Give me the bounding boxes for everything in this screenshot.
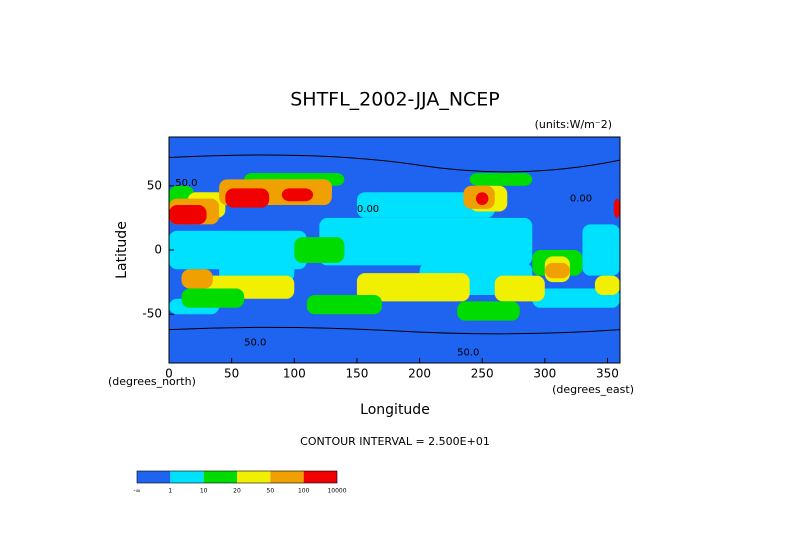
colorbar-box [137,471,171,483]
y-tick-label: 0 [154,243,162,257]
field-region [532,288,620,308]
colorbar-frame [136,470,338,484]
x-tick-label: 350 [596,367,619,381]
field-region [169,327,620,363]
colorbar-label: 20 [233,488,241,495]
field-region [469,172,533,186]
field-region [294,237,345,263]
y-axis-label: Latitude [114,221,130,279]
title: SHTFL_2002-JJA_NCEP [290,89,500,111]
contour-label: 0.00 [357,204,379,215]
field-region [356,273,470,302]
field-region [219,250,295,283]
x-tick-label: 0 [165,367,173,381]
contour-line [169,154,620,173]
field-region [594,275,620,295]
field-region [356,192,495,218]
x-tick-label: 250 [471,367,494,381]
map-field [169,137,620,363]
field-region [544,262,570,279]
field-region [319,217,533,266]
field-region [181,288,245,308]
contour-label: 50.0 [175,178,197,189]
y-tick-label: 50 [147,178,162,192]
contour-label: 50.0 [244,337,266,348]
field-region [475,192,489,206]
field-region [281,188,314,202]
colorbar-label: 10000 [327,488,346,495]
x-tick-label: 300 [533,367,556,381]
colorbar-label: 100 [298,488,310,495]
x-tick-label: 100 [283,367,306,381]
colorbar-box [303,471,337,483]
contour-interval: CONTOUR INTERVAL = 2.500E+01 [300,435,490,448]
x-tick-label: 150 [345,367,368,381]
contour-label: 50.0 [457,348,479,359]
y-tick-label: -50 [142,307,162,321]
field-region [613,198,620,218]
colorbar-box [170,471,204,483]
x-tick-label: 200 [408,367,431,381]
field-region [306,294,382,315]
colorbar-label: -∞ [133,488,140,495]
colorbar-box [237,471,271,483]
x-unit-label: (degrees_east) [552,383,634,396]
colorbar-label: 10 [200,488,208,495]
field-region [494,275,545,302]
field-region [181,269,213,289]
colorbar-box [270,471,304,483]
field-region [457,301,520,321]
field-region [225,188,270,208]
colorbar-label: 1 [168,488,172,495]
contour-line [169,326,620,335]
x-tick-label: 50 [224,367,239,381]
colorbar-box [203,471,237,483]
contour-label: 0.00 [570,194,592,205]
colorbar-label: 50 [267,488,275,495]
field-region [582,224,620,276]
field-region [169,137,620,161]
field-region [169,205,207,225]
x-axis-label: Longitude [360,402,430,418]
units: (units:W/m⁻2) [535,118,612,131]
y-unit-label: (degrees_north) [108,375,196,388]
